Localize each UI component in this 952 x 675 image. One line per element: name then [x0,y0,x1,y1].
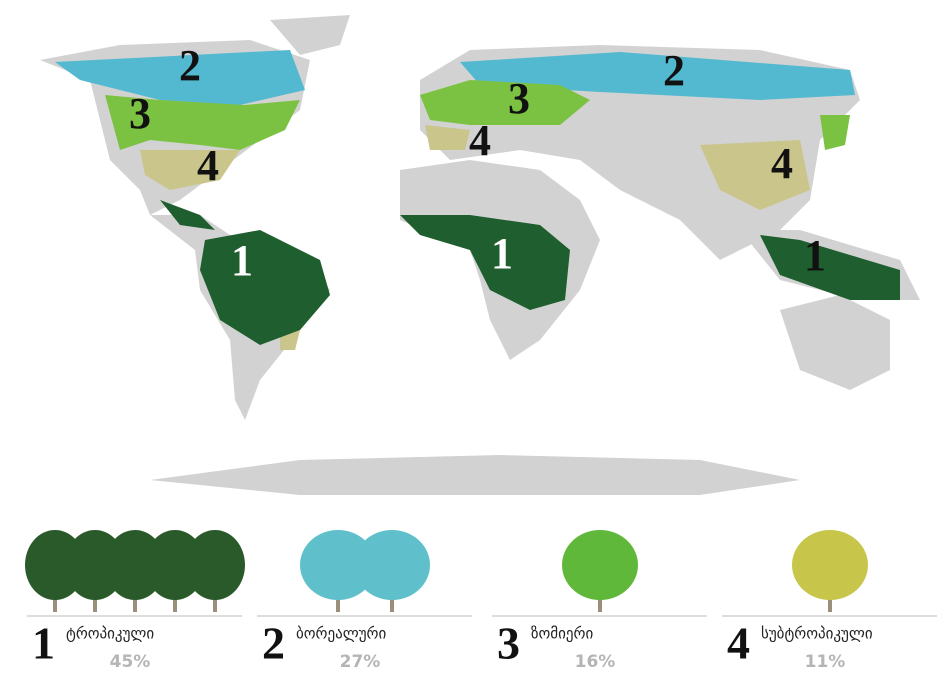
map-label: 1 [231,236,253,285]
legend-share: 16% [575,652,616,672]
map-label: 4 [469,116,491,165]
crown [792,530,868,600]
legend-name: სუბტროპიკული [761,625,873,643]
legend-number: 4 [727,618,750,669]
map-label: 1 [804,231,826,280]
map-label: 4 [197,141,219,190]
crown [562,530,638,600]
legend: 1 ტროპიკული 45% 2 ბორეალური 27% 3 ზომიერი 16% 4 სუ… [25,530,937,672]
map-label: 3 [129,89,151,138]
crown [354,530,430,600]
crown [300,530,376,600]
tree-icon [792,530,868,612]
legend-name: ზომიერი [531,625,593,643]
map-label: 4 [771,139,793,188]
crown [185,530,245,600]
map-label: 2 [663,46,685,95]
legend-number: 2 [262,618,285,669]
map-label: 1 [491,229,513,278]
map-label: 3 [508,74,530,123]
forest-zones [55,50,900,350]
legend-name: ტროპიკული [66,625,154,643]
legend-share: 27% [340,652,381,672]
map-label: 2 [179,41,201,90]
legend-number: 1 [32,618,55,669]
legend-number: 3 [497,618,520,669]
tree-icon [562,530,638,612]
legend-name: ბორეალური [296,625,386,643]
tree-icon [300,530,430,612]
tree-icon [25,530,245,612]
legend-share: 45% [110,652,151,672]
legend-share: 11% [805,652,846,672]
